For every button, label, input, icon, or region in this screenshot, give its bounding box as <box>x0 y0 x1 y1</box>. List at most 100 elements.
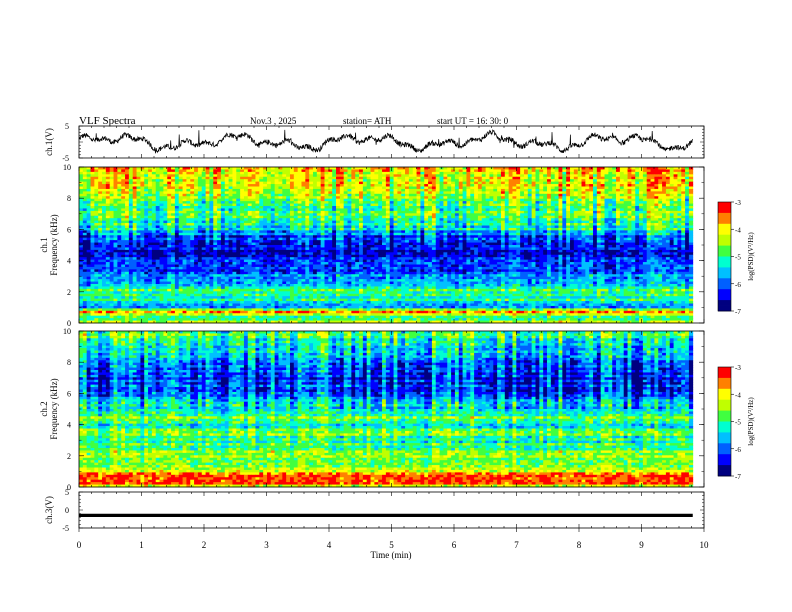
spectrogram-cell <box>416 218 421 222</box>
spectrogram-cell <box>562 193 567 197</box>
spectrogram-cell <box>462 232 467 236</box>
spectrogram-cell <box>263 230 268 234</box>
spectrogram-cell <box>220 213 226 217</box>
spectrogram-cell <box>109 203 114 207</box>
spectrogram-cell <box>236 235 241 239</box>
spectrogram-cell <box>596 225 602 229</box>
spectrogram-cell <box>520 181 525 185</box>
spectrogram-cell <box>527 206 533 209</box>
spectrogram-cell <box>612 230 617 234</box>
spectrogram-cell <box>650 174 655 178</box>
spectrogram-cell <box>512 210 517 214</box>
spectrogram-cell <box>243 203 249 207</box>
spectrogram-cell <box>255 232 260 236</box>
spectrogram-cell <box>121 171 126 175</box>
spectrogram-cell <box>451 191 456 195</box>
spectrogram-cell <box>539 220 544 224</box>
spectrogram-cell <box>562 188 567 192</box>
spectrogram-cell <box>351 179 356 183</box>
spectrogram-cell <box>639 206 644 209</box>
spectrogram-cell <box>573 167 579 170</box>
spectrogram-cell <box>293 210 299 214</box>
spectrogram-cell <box>454 167 460 170</box>
spectrogram-cell <box>259 188 264 192</box>
spectrogram-cell <box>213 196 218 200</box>
spectrogram-cell <box>612 227 617 231</box>
spectrogram-cell <box>608 167 613 170</box>
spectrogram-cell <box>543 184 548 187</box>
spectrogram-cell <box>523 201 529 204</box>
spectrogram-cell <box>102 232 107 236</box>
spectrogram-cell <box>520 220 525 224</box>
spectrogram-cell <box>293 174 299 178</box>
spectrogram-cell <box>163 232 168 236</box>
spectrogram-cell <box>474 206 479 209</box>
spectrogram-cell <box>512 174 517 178</box>
spectrogram-cell <box>94 206 99 209</box>
spectrogram-cell <box>148 181 153 185</box>
spectrogram-cell <box>255 206 260 209</box>
spectrogram-cell <box>604 213 609 217</box>
spectrogram-cell <box>121 174 126 178</box>
spectrogram-cell <box>646 201 651 204</box>
spectrogram-cell <box>171 188 176 192</box>
spectrogram-cell <box>194 198 199 202</box>
spectrogram-cell <box>489 188 494 192</box>
spectrogram-cell <box>316 191 322 195</box>
spectrogram-cell <box>286 176 291 180</box>
spectrogram-cell <box>94 188 99 192</box>
spectrogram-cell <box>224 237 230 241</box>
spectrogram-cell <box>197 193 203 197</box>
spectrogram-cell <box>309 203 314 207</box>
spectrogram-cell <box>171 215 176 219</box>
spectrogram-cell <box>616 213 621 217</box>
spectrogram-cell <box>98 186 103 190</box>
spectrogram-cell <box>474 225 479 229</box>
spectrogram-cell <box>500 191 506 195</box>
spectrogram-cell <box>558 198 563 202</box>
spectrogram-cell <box>443 193 448 197</box>
spectrogram-cell <box>412 188 417 192</box>
spectrogram-cell <box>370 220 375 224</box>
spectrogram-cell <box>477 206 483 209</box>
spectrogram-cell <box>646 237 651 241</box>
spectrogram-cell <box>593 213 598 217</box>
ch1-frame <box>78 125 705 159</box>
spectrogram-cell <box>654 201 659 204</box>
spectrogram-cell <box>416 167 421 170</box>
spectrogram-cell <box>665 206 671 209</box>
spectrogram-cell <box>412 169 417 173</box>
spectrogram-cell <box>593 206 598 209</box>
spectrogram-cell <box>232 196 237 200</box>
spectrogram-cell <box>243 167 249 170</box>
spectrogram-cell <box>577 201 582 204</box>
spectrogram-cell <box>543 218 548 222</box>
spectrogram-cell <box>178 203 183 207</box>
spectrogram-cell <box>148 188 153 192</box>
spectrogram-cell <box>650 193 655 197</box>
spectrogram-cell <box>247 230 253 234</box>
spectrogram-cell <box>477 208 483 212</box>
spectrogram-cell <box>190 223 195 226</box>
spectrogram-cell <box>274 191 279 195</box>
spectrogram-cell <box>328 171 333 175</box>
spectrogram-cell <box>190 208 195 212</box>
spectrogram-cell <box>435 193 440 197</box>
spectrogram-cell <box>619 198 625 202</box>
spectrogram-cell <box>136 188 141 192</box>
spectrogram-cell <box>86 179 91 183</box>
spectrogram-cell <box>155 225 160 229</box>
spectrogram-cell <box>585 230 590 234</box>
spectrogram-cell <box>642 198 648 202</box>
spectrogram-cell <box>197 186 203 190</box>
spectrogram-cell <box>474 210 479 214</box>
spectrogram-cell <box>359 198 364 202</box>
spectrogram-cell <box>366 181 371 185</box>
spectrogram-cell <box>247 237 253 241</box>
spectrogram-cell <box>677 176 682 180</box>
spectrogram-cell <box>332 237 337 241</box>
spectrogram-cell <box>171 213 176 217</box>
spectrogram-cell <box>332 206 337 209</box>
spectrogram-cell <box>148 179 153 183</box>
spectrogram-cell <box>589 235 594 239</box>
